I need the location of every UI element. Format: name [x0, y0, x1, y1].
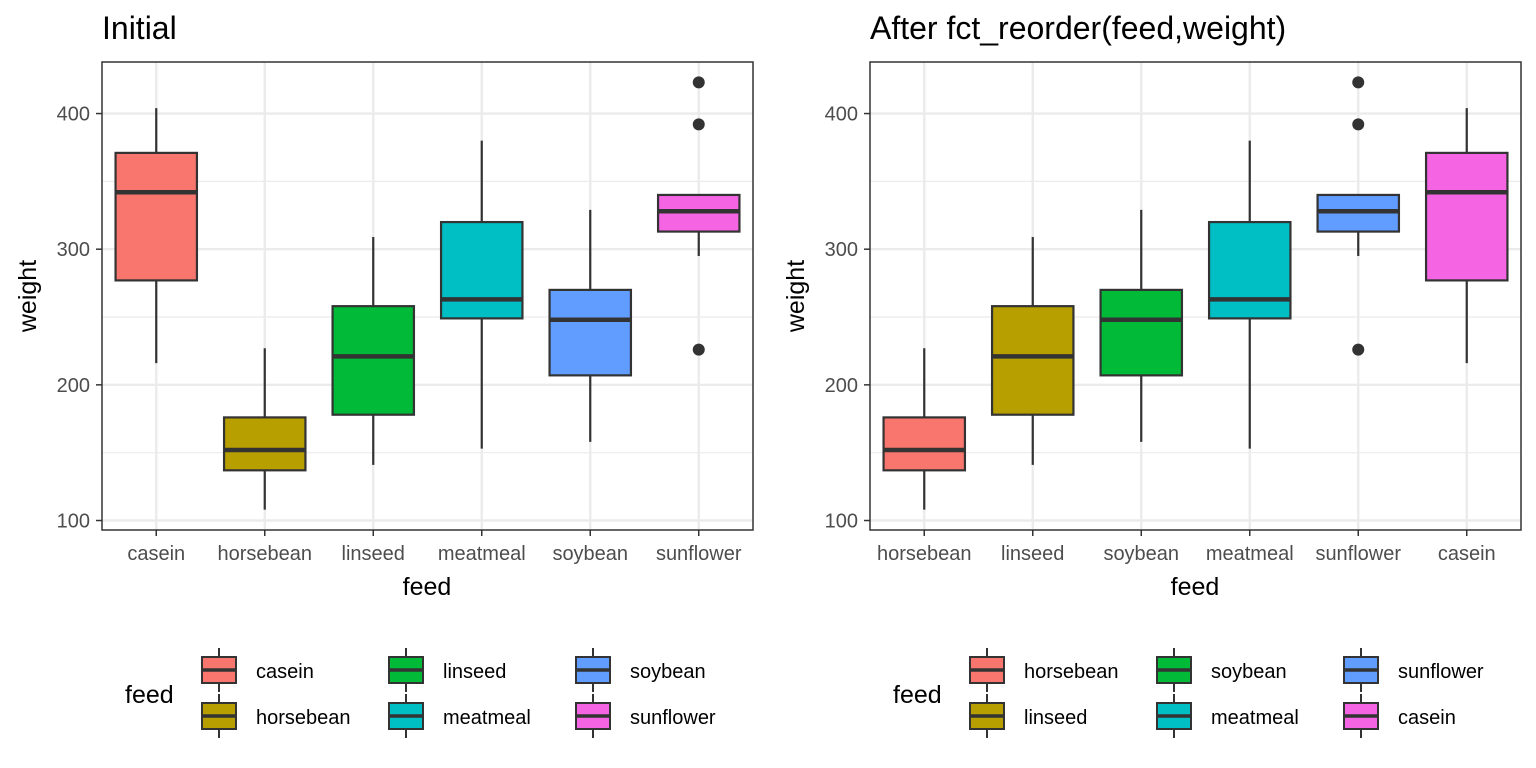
legend-label: sunflower [630, 707, 716, 729]
legend-label: linseed [1024, 707, 1087, 729]
outlier-point [1352, 343, 1365, 356]
outlier-point [692, 76, 705, 89]
legend-label: linseed [443, 661, 506, 683]
legend-label: meatmeal [1211, 707, 1299, 729]
box-body [1424, 151, 1509, 282]
legend-key-linseed: linseed [388, 648, 506, 692]
outlier-point [1352, 76, 1365, 89]
box-linseed [990, 236, 1075, 465]
y-axis-title: weight [14, 260, 42, 333]
box-body [990, 305, 1075, 416]
x-tick-label: meatmeal [438, 543, 526, 565]
box-body [1207, 220, 1292, 320]
outlier-point [692, 343, 705, 356]
panel-reordered: After fct_reorder(feed,weight) 100 200 300… [782, 10, 1522, 738]
chart-title: After fct_reorder(feed,weight) [870, 10, 1286, 46]
legend-title: feed [893, 681, 942, 709]
legend-title: feed [125, 681, 174, 709]
panel-initial: Initial 100 200 300 400 casein horsebean linse… [14, 10, 754, 738]
panel-border [869, 61, 1522, 531]
x-tick-label: sunflower [656, 543, 742, 565]
legend-key-horsebean: horsebean [201, 694, 351, 738]
box-meatmeal [1207, 140, 1292, 449]
box-body [331, 305, 416, 416]
plot-area: 100 200 300 400 casein horsebean linseed meatme… [57, 61, 754, 565]
box-body [114, 151, 199, 282]
x-tick-label: horsebean [877, 543, 972, 565]
legend-key-meatmeal: meatmeal [1156, 694, 1299, 738]
y-tick-label: 400 [825, 104, 858, 126]
x-tick-label: linseed [1001, 543, 1064, 565]
x-axis-title: feed [1171, 573, 1220, 601]
legend: feed horsebean linseed soybean meatmeal sunf… [893, 648, 1484, 738]
plot-area: 100 200 300 400 horsebean linseed soybean meatm… [825, 61, 1522, 565]
plot-background [870, 62, 1521, 530]
box-body [1099, 288, 1184, 377]
legend-label: casein [1398, 707, 1456, 729]
box-casein [1424, 108, 1509, 364]
y-tick-label: 300 [825, 239, 858, 261]
legend-key-soybean: soybean [1156, 648, 1287, 692]
legend-label: soybean [1211, 661, 1287, 683]
box-soybean [1099, 209, 1184, 442]
box-body [882, 416, 967, 472]
box-casein [114, 108, 199, 364]
outlier-point [1352, 118, 1365, 131]
panel-border [101, 61, 754, 531]
box-meatmeal [439, 140, 524, 449]
x-tick-label: soybean [1103, 543, 1179, 565]
outlier-point [692, 118, 705, 131]
legend-keys: horsebean linseed soybean meatmeal sunflower… [969, 648, 1484, 738]
legend-key-horsebean: horsebean [969, 648, 1119, 692]
box-horsebean [222, 348, 307, 510]
x-tick-label: sunflower [1315, 543, 1401, 565]
legend-label: casein [256, 661, 314, 683]
box-body [222, 416, 307, 472]
chart-title: Initial [102, 10, 177, 46]
x-tick-label: linseed [342, 543, 405, 565]
box-body [548, 288, 633, 377]
legend: feed casein horsebean linseed meatmeal soybe… [125, 648, 716, 738]
x-tick-label: meatmeal [1206, 543, 1294, 565]
box-body [439, 220, 524, 320]
y-tick-label: 100 [57, 511, 90, 533]
y-tick-label: 200 [57, 375, 90, 397]
legend-key-sunflower: sunflower [1343, 648, 1484, 692]
box-sunflower [1316, 76, 1401, 356]
legend-key-soybean: soybean [575, 648, 706, 692]
y-tick-label: 200 [825, 375, 858, 397]
legend-key-casein: casein [201, 648, 314, 692]
legend-label: sunflower [1398, 661, 1484, 683]
box-linseed [331, 236, 416, 465]
legend-key-meatmeal: meatmeal [388, 694, 531, 738]
x-axis-title: feed [403, 573, 452, 601]
y-tick-label: 100 [825, 511, 858, 533]
legend-label: horsebean [256, 707, 351, 729]
x-tick-label: casein [127, 543, 185, 565]
legend-key-linseed: linseed [969, 694, 1087, 738]
y-tick-label: 400 [57, 104, 90, 126]
y-tick-label: 300 [57, 239, 90, 261]
box-horsebean [882, 348, 967, 510]
box-sunflower [656, 76, 741, 356]
box-soybean [548, 209, 633, 442]
x-tick-label: horsebean [217, 543, 312, 565]
legend-key-sunflower: sunflower [575, 694, 716, 738]
legend-key-casein: casein [1343, 694, 1456, 738]
x-tick-label: soybean [552, 543, 628, 565]
legend-label: soybean [630, 661, 706, 683]
y-axis-title: weight [782, 260, 810, 333]
legend-label: horsebean [1024, 661, 1119, 683]
x-tick-label: casein [1438, 543, 1496, 565]
plot-background [102, 62, 753, 530]
legend-label: meatmeal [443, 707, 531, 729]
legend-keys: casein horsebean linseed meatmeal soybean sun… [201, 648, 716, 738]
